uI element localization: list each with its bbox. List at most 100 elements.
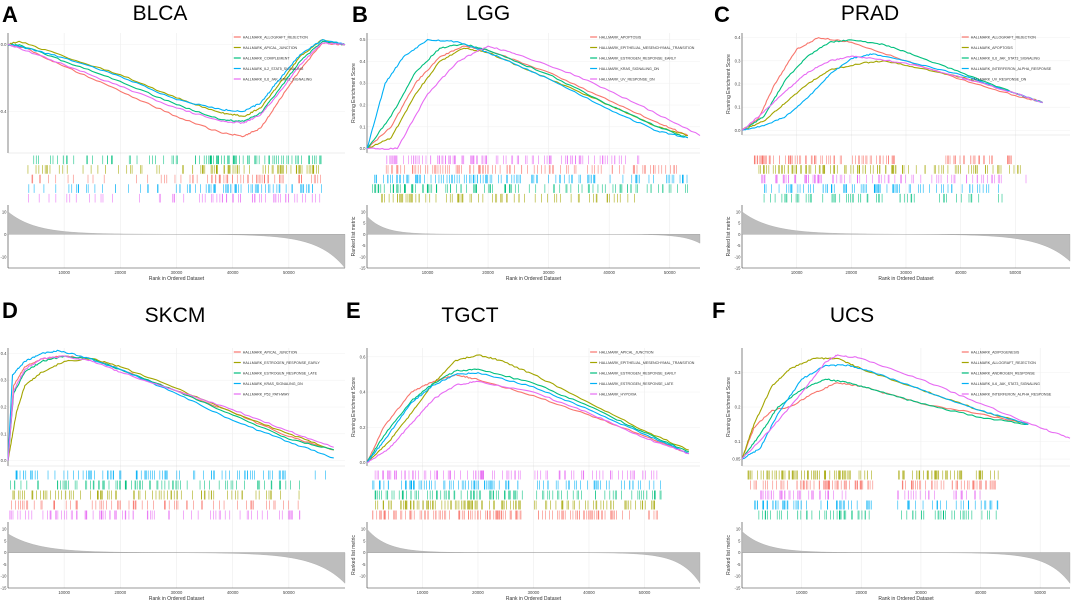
es-series-line xyxy=(366,43,689,149)
es-tick-label: 0.1 xyxy=(735,439,741,444)
metric-tick-label: 5 xyxy=(4,538,7,543)
es-series-line xyxy=(366,45,701,150)
metric-tick-label: -15 xyxy=(734,266,741,271)
x-tick-label: 50000 xyxy=(283,590,295,595)
es-tick-label: 0.05 xyxy=(732,457,741,462)
es-tick-label: 0.4 xyxy=(1,351,7,356)
hit-row xyxy=(760,174,1027,184)
panel-letter: B xyxy=(352,2,368,27)
legend-label: HALLMARK_INTERFERON_ALPHA_RESPONSE xyxy=(971,392,1052,396)
es-series-line xyxy=(741,37,1043,131)
legend-label: HALLMARK_INTERFERON_ALPHA_RESPONSE xyxy=(971,67,1052,71)
es-series-line xyxy=(366,354,690,463)
gsea-panel-d: D SKCM 0.4 0.3 0.2 0.1 0.0 10 5 0 -5 -10 -15 10000 200… xyxy=(0,298,346,602)
metric-tick-label: -10 xyxy=(0,574,7,579)
metric-tick-label: 0 xyxy=(363,550,366,555)
x-tick-label: 30000 xyxy=(528,590,540,595)
metric-tick-label: 0 xyxy=(738,232,741,237)
es-series-line xyxy=(366,368,690,463)
panel-title: BLCA xyxy=(133,2,188,25)
ranked-metric-area xyxy=(366,215,701,244)
legend-label: HALLMARK_APICAL_JUNCTION xyxy=(599,350,654,354)
es-tick-label: 0.2 xyxy=(360,425,366,430)
metric-tick-label: 0 xyxy=(363,232,366,237)
es-series-line xyxy=(7,39,346,113)
x-axis-title: Rank in Ordered Dataset xyxy=(506,596,562,602)
es-tick-label: 0.0 xyxy=(360,146,366,151)
metric-tick-label: -10 xyxy=(0,254,7,259)
hit-row xyxy=(31,174,321,184)
legend: HALLMARK_ALLOGRAFT_REJECTION HALLMARK_APO… xyxy=(961,35,1052,81)
x-tick-label: 30000 xyxy=(543,270,555,275)
x-tick-label: 50000 xyxy=(1010,270,1022,275)
hit-row xyxy=(747,470,999,480)
metric-tick-label: 10 xyxy=(361,527,366,532)
es-series-line xyxy=(7,355,334,461)
legend-label: HALLMARK_ADIPOGENESIS xyxy=(971,350,1020,354)
x-tick-label: 10000 xyxy=(791,270,803,275)
hit-row xyxy=(10,480,300,490)
legend: HALLMARK_APICAL_JUNCTION HALLMARK_ESTROGE… xyxy=(233,350,320,396)
es-series-line xyxy=(741,60,1043,131)
legend-label: HALLMARK_ESTROGEN_RESPONSE_LATE xyxy=(599,382,674,386)
x-tick-label: 10000 xyxy=(58,270,70,275)
panel-letter: C xyxy=(714,2,730,27)
es-tick-label: 0.0 xyxy=(360,460,366,465)
x-tick-label: 20000 xyxy=(472,590,484,595)
legend-label: HALLMARK_HYPOXIA xyxy=(599,392,637,396)
hit-row xyxy=(374,174,688,184)
legend-label: HALLMARK_APOPTOSIS xyxy=(599,35,642,39)
x-tick-label: 40000 xyxy=(955,270,967,275)
es-tick-label: 0.4 xyxy=(360,390,366,395)
legend-label: HALLMARK_APICAL_JUNCTION xyxy=(243,46,298,50)
legend-label: HALLMARK_ALLOGRAFT_REJECTION xyxy=(971,361,1037,365)
panel-letter: E xyxy=(346,298,361,323)
legend: HALLMARK_ADIPOGENESIS HALLMARK_ALLOGRAFT_… xyxy=(961,350,1052,396)
panel-title: PRAD xyxy=(841,2,899,25)
legend: HALLMARK_APOPTOSIS HALLMARK_EPITHELIAL_ME… xyxy=(590,35,695,81)
metric-tick-label: -10 xyxy=(359,254,366,259)
hit-row xyxy=(374,470,658,480)
es-tick-label: 0.2 xyxy=(1,405,7,410)
legend-label: HALLMARK_COMPLEMENT xyxy=(243,56,291,60)
x-tick-label: 50000 xyxy=(283,270,295,275)
es-tick-label: 0.5 xyxy=(360,37,366,42)
metric-tick-label: -5 xyxy=(737,562,741,567)
es-series-line xyxy=(366,372,690,463)
gsea-panel-c: C PRAD 0.4 0.3 0.2 0.1 0.0 10 5 0 -5 -10 -15 10000 200… xyxy=(714,2,1071,282)
es-axis-title: Running Enrichment Score xyxy=(726,54,732,114)
hit-row xyxy=(374,490,662,500)
legend-label: HALLMARK_ALLOGRAFT_REJECTION xyxy=(243,35,309,39)
es-tick-label: 0.2 xyxy=(735,82,741,87)
metric-tick-label: 5 xyxy=(738,538,741,543)
es-series-line xyxy=(7,349,334,461)
legend-label: HALLMARK_IL6_JAK_STAT3_SIGNALING xyxy=(971,382,1040,386)
legend-label: HALLMARK_P53_PATHWAY xyxy=(243,392,290,396)
gsea-panel-f: F UCS 0.3 0.2 0.1 0.05 10 5 0 -5 -10 -15 10000 20000 3… xyxy=(712,298,1071,602)
hit-row xyxy=(764,184,999,193)
x-axis-title: Rank in Ordered Dataset xyxy=(878,596,934,602)
legend-label: HALLMARK_UV_RESPONSE_DN xyxy=(971,77,1027,81)
legend-label: HALLMARK_IL2_STAT5_SIGNALING xyxy=(243,67,304,71)
hit-row xyxy=(763,193,1003,203)
es-series-line xyxy=(366,380,689,464)
legend: HALLMARK_ALLOGRAFT_REJECTION HALLMARK_API… xyxy=(233,35,312,81)
x-tick-label: 10000 xyxy=(58,590,70,595)
legend-label: HALLMARK_EPITHELIAL_MESENCHYMAL_TRANSITI… xyxy=(599,46,695,50)
x-tick-label: 40000 xyxy=(583,590,595,595)
hit-row xyxy=(12,490,300,500)
es-tick-label: 0.4 xyxy=(735,35,741,40)
hit-row xyxy=(15,470,326,480)
legend-label: HALLMARK_ESTROGEN_RESPONSE_LATE xyxy=(243,371,318,375)
hit-row xyxy=(33,155,322,165)
hit-row xyxy=(372,510,658,520)
hit-row xyxy=(27,165,319,174)
hit-row xyxy=(760,490,981,500)
panel-title: UCS xyxy=(830,304,874,327)
es-series-line xyxy=(7,42,346,138)
metric-tick-label: -5 xyxy=(3,562,7,567)
hit-row xyxy=(385,165,678,174)
x-axis-title: Rank in Ordered Dataset xyxy=(506,276,562,282)
es-series-line xyxy=(741,382,1029,460)
gsea-panel-e: E TGCT 0.6 0.4 0.2 0.0 10 5 0 -5 -10 10000 20000 3000… xyxy=(346,298,701,602)
